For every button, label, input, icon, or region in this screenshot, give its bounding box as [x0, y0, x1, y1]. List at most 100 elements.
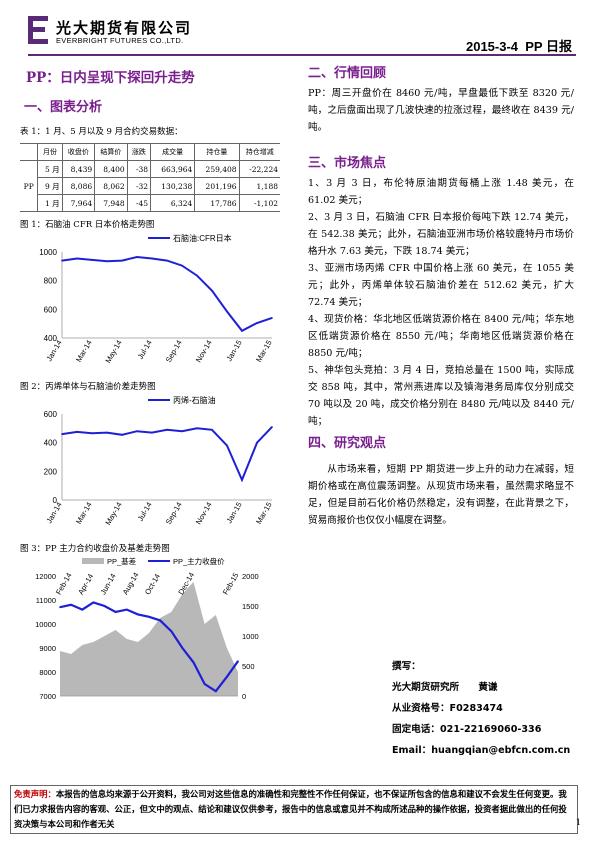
y-tick-label: 7000 — [39, 692, 56, 701]
x-tick-label: Jan-14 — [44, 501, 63, 525]
table-header-row: 月份 收盘价 结算价 涨跌 成交量 持仓量 持仓增减 — [20, 143, 280, 161]
disclaimer-box: 免责声明：本报告的信息均来源于公开资料，我公司对这些信息的准确性和完整性不作任何… — [10, 785, 578, 834]
y-tick-label: 600 — [44, 410, 58, 419]
table-row: 9 月 8,086 8,062 -32 130,238 201,196 1,18… — [20, 177, 280, 195]
data-point — [237, 660, 239, 662]
data-point — [170, 630, 173, 632]
data-point — [196, 427, 198, 430]
table-header: 月份 — [37, 143, 63, 161]
table-cell: 1,188 — [238, 177, 280, 195]
company-logo-icon — [28, 16, 48, 44]
x-tick-label: Jan-15 — [224, 339, 243, 363]
author-email[interactable]: Email：huangqian@ebfcn.com.cn — [392, 745, 571, 756]
table-row: 1 月 7,964 7,948 -45 6,324 17,786 -1,102 — [20, 194, 280, 212]
data-point — [61, 259, 63, 262]
y-tick-label: 400 — [44, 334, 58, 343]
x-tick-label: Mar-14 — [74, 501, 94, 526]
x-tick-label: May-14 — [103, 501, 123, 527]
table-cell: 1 月 — [37, 194, 63, 212]
page-header: 光大期货有限公司 EVERBRIGHT FUTURES CO.,LTD. 201… — [28, 14, 576, 56]
table-cell: 259,408 — [194, 160, 240, 178]
table-cell: 17,786 — [194, 194, 240, 212]
right-column: 二、行情回顾 PP：周三开盘价在 8460 元/吨，早盘最低下跌至 8320 元… — [308, 62, 574, 529]
x-tick-label: Mar-15 — [254, 339, 274, 364]
focus-item: 2、3 月 3 日，石脑油 CFR 日本报价每吨下跌 12.74 美元，在 54… — [308, 212, 574, 257]
table-header: 收盘价 — [61, 143, 96, 161]
company-name-en: EVERBRIGHT FUTURES CO.,LTD. — [56, 36, 184, 45]
table-header: 结算价 — [94, 143, 128, 161]
data-point — [137, 613, 139, 616]
market-focus-list: 1、3 月 3 日，布伦特原油期货每桶上涨 1.48 美元，在 61.02 美元… — [308, 175, 574, 430]
data-point — [81, 608, 84, 611]
report-title: PP：日内呈现下探回升走势 — [26, 70, 195, 86]
data-point — [92, 601, 95, 604]
table-cell: 9 月 — [37, 177, 63, 195]
data-point — [211, 289, 213, 292]
y-tick-label: 0 — [53, 496, 58, 505]
x-tick-label: Jan-15 — [224, 501, 243, 525]
data-point — [91, 259, 93, 261]
contract-data-table: 月份 收盘价 结算价 涨跌 成交量 持仓量 持仓增减 PP 5 月 8,439 … — [20, 143, 280, 212]
data-point — [151, 257, 153, 260]
data-point — [241, 479, 243, 481]
y-tick-label: 12000 — [35, 572, 56, 581]
table-cell: -38 — [126, 160, 152, 178]
table-cell: 8,400 — [94, 160, 128, 178]
section-market-review: 二、行情回顾 — [308, 66, 387, 81]
data-point — [181, 647, 184, 649]
fig2-caption: 图 2：丙烯单体与石脑油价差走势图 — [20, 382, 156, 392]
table-cell: 7,964 — [61, 194, 96, 212]
x-tick-label: Aug-14 — [121, 571, 141, 596]
table-cell: 663,964 — [150, 160, 196, 178]
market-review-text: PP：周三开盘价在 8460 元/吨，早盘最低下跌至 8320 元/吨，之后盘面… — [308, 88, 574, 133]
data-point — [76, 431, 78, 433]
data-point — [106, 431, 108, 434]
y2-tick-label: 500 — [242, 662, 255, 671]
data-point — [70, 604, 72, 606]
y-tick-label: 1000 — [39, 248, 57, 257]
x-tick-label: May-14 — [103, 339, 123, 365]
data-point — [181, 430, 183, 432]
data-point — [159, 619, 161, 622]
table-header: 持仓增减 — [238, 143, 280, 161]
data-point — [271, 426, 273, 428]
legend-label: 石脑油:CFR日本 — [173, 233, 232, 243]
x-tick-label: Feb-14 — [54, 571, 74, 596]
table-cell: 8,062 — [94, 177, 128, 195]
data-point — [106, 260, 108, 263]
series-line — [61, 426, 273, 483]
data-point — [196, 274, 198, 277]
table-header: 持仓量 — [194, 143, 240, 161]
x-tick-label: Feb-15 — [221, 571, 241, 596]
section-chart-analysis: 一、图表分析 — [24, 100, 103, 115]
page-number: 1 — [575, 818, 581, 827]
data-point — [76, 257, 78, 260]
focus-item: 1、3 月 3 日，布伦特原油期货每桶上涨 1.48 美元，在 61.02 美元… — [308, 178, 574, 206]
data-point — [226, 676, 228, 678]
y2-tick-label: 2000 — [242, 572, 259, 581]
y2-tick-label: 1500 — [242, 602, 259, 611]
author-name: 光大期货研究所 黄谦 — [392, 682, 498, 693]
legend-label: PP_主力收盘价 — [173, 556, 225, 566]
data-point — [166, 259, 168, 262]
table-cell: -1,102 — [238, 194, 280, 212]
left-column: PP：日内呈现下探回升走势 一、图表分析 表 1：1 月、5 月以及 9 月合约… — [20, 62, 300, 718]
table-header: 涨跌 — [126, 143, 152, 161]
legend-label: PP_基差 — [107, 556, 137, 566]
y-tick-label: 400 — [44, 439, 58, 448]
table-cell: -22,224 — [238, 160, 280, 178]
x-tick-label: Jun-14 — [98, 572, 117, 596]
author-phone: 固定电话：021-22169060-336 — [392, 724, 542, 735]
x-tick-label: Nov-14 — [194, 501, 214, 526]
x-tick-label: Mar-15 — [254, 501, 274, 526]
research-view-text: 从市场来看，短期 PP 期货进一步上升的动力在减弱，短期价格或在高位震荡调整。从… — [308, 464, 574, 526]
data-point — [151, 431, 153, 434]
y2-tick-label: 1000 — [242, 632, 259, 641]
data-point — [59, 606, 61, 608]
data-point — [61, 433, 63, 435]
table-cell: 5 月 — [37, 160, 63, 178]
data-point — [136, 430, 138, 432]
data-point — [121, 433, 123, 436]
focus-item: 3、亚洲市场丙烯 CFR 中国价格上涨 60 美元，在 1055 美元；此外，丙… — [308, 263, 574, 308]
data-point — [166, 428, 168, 431]
